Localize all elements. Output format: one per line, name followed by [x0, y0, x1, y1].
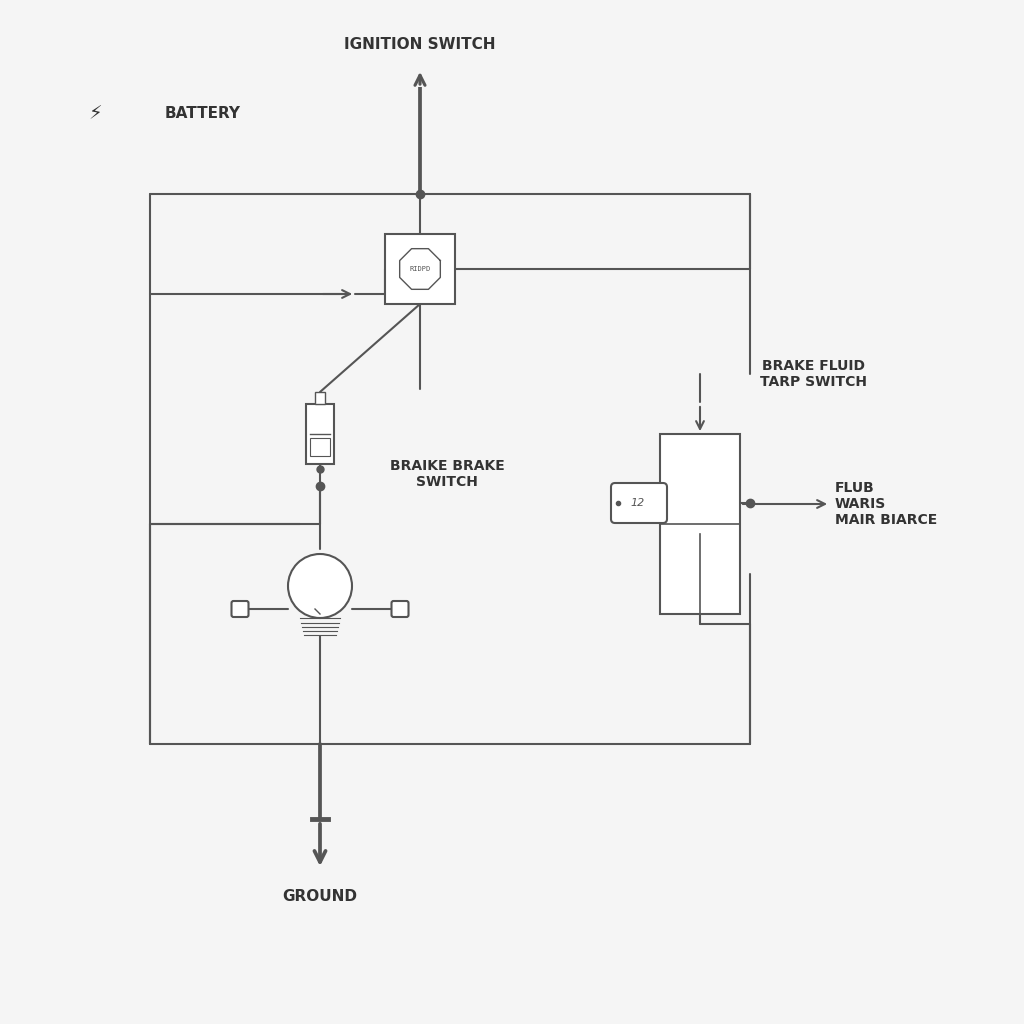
Text: GROUND: GROUND [283, 889, 357, 904]
Circle shape [288, 554, 352, 618]
Text: RIDPD: RIDPD [410, 266, 431, 272]
FancyBboxPatch shape [231, 601, 249, 617]
Bar [315, 392, 325, 404]
Text: IGNITION SWITCH: IGNITION SWITCH [344, 37, 496, 52]
Text: BRAKE FLUID
TARP SWITCH: BRAKE FLUID TARP SWITCH [760, 358, 867, 389]
Text: ⚡: ⚡ [88, 104, 101, 124]
Text: BATTERY: BATTERY [165, 106, 241, 122]
Bar [306, 404, 334, 464]
Bar [385, 234, 455, 304]
Text: BRAIKE BRAKE
SWITCH: BRAIKE BRAKE SWITCH [390, 459, 505, 489]
Bar [310, 438, 330, 456]
FancyBboxPatch shape [391, 601, 409, 617]
Text: 12: 12 [631, 498, 645, 508]
FancyBboxPatch shape [611, 483, 667, 523]
Bar [660, 434, 740, 614]
Text: FLUB
WARIS
MAIR BIARCE: FLUB WARIS MAIR BIARCE [835, 481, 937, 527]
